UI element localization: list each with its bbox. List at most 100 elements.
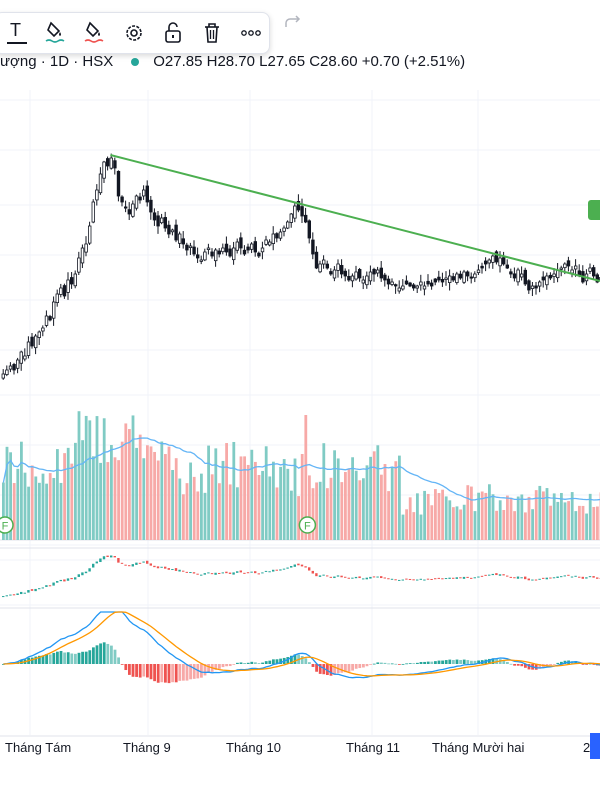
mini-candle (401, 579, 404, 581)
volume-bar (308, 475, 311, 540)
candle-body (116, 170, 121, 197)
mini-candle (106, 555, 109, 558)
macd-histogram-bar (239, 662, 243, 664)
mini-candle (520, 577, 523, 579)
candle-body (332, 269, 337, 279)
candle-body (458, 273, 463, 279)
volume-bar (488, 484, 491, 540)
macd-histogram-bar (160, 664, 164, 683)
macd-histogram-bar (437, 660, 441, 664)
mini-candle (390, 578, 394, 580)
candle-body (437, 276, 441, 281)
trash-icon[interactable] (193, 17, 230, 49)
macd-histogram-bar (56, 651, 59, 664)
mini-candle (336, 575, 340, 577)
fill-color-icon[interactable] (38, 17, 75, 49)
more-icon[interactable] (232, 17, 269, 49)
unlock-icon[interactable] (154, 17, 191, 49)
mini-candle (117, 558, 120, 563)
macd-histogram-bar (556, 662, 560, 664)
macd-histogram-bar (135, 664, 138, 677)
macd-histogram-bar (257, 663, 261, 664)
macd-histogram-bar (84, 651, 88, 664)
macd-histogram-bar (473, 660, 477, 664)
mini-candle (405, 578, 408, 580)
event-marker-label: F (304, 521, 311, 533)
macd-histogram-bar (333, 664, 336, 675)
candle-body (271, 233, 275, 244)
mini-candle (16, 593, 19, 595)
mini-candle (138, 562, 142, 564)
mini-candle (556, 576, 559, 578)
volume-bar (160, 441, 164, 540)
macd-histogram-bar (293, 654, 297, 664)
volume-bar (333, 450, 336, 540)
mini-candle (261, 572, 264, 574)
candle-body (570, 269, 574, 274)
candle-body (419, 281, 423, 286)
volume-ma-line (2, 437, 600, 501)
mini-candle (81, 572, 84, 576)
mini-candle (502, 574, 505, 576)
settings-icon[interactable] (116, 17, 153, 49)
candle-body (300, 206, 304, 217)
candle-body (77, 257, 81, 273)
volume-bar (102, 418, 106, 540)
volume-bar (257, 475, 261, 540)
candle-body (314, 251, 319, 269)
mini-candle (120, 562, 124, 564)
macd-histogram-bar (426, 661, 430, 664)
volume-bar (304, 415, 308, 540)
volume-bar (236, 487, 239, 540)
candle-body (12, 364, 16, 371)
mini-candle (516, 576, 520, 579)
mini-candle (297, 563, 300, 566)
macd-histogram-bar (506, 661, 509, 664)
volume-bar (99, 462, 102, 540)
macd-histogram-bar (178, 664, 182, 681)
mini-candle (466, 576, 469, 578)
mini-candle (30, 589, 34, 591)
mini-candle (275, 569, 278, 571)
candle-body (134, 195, 139, 209)
volume-bar (574, 511, 578, 540)
macd-histogram-bar (203, 664, 207, 676)
macd-histogram-bar (416, 662, 419, 664)
candle-body (480, 265, 484, 269)
macd-histogram-bar (77, 652, 81, 664)
macd-histogram-bar (466, 660, 470, 664)
candle-body (415, 285, 419, 289)
candle-body (545, 275, 549, 286)
macd-histogram-bar (207, 664, 210, 673)
volume-bar (149, 446, 153, 540)
macd-histogram-bar (462, 659, 466, 664)
macd-histogram-bar (477, 660, 480, 664)
volume-bar (128, 429, 131, 540)
volume-bar (246, 464, 250, 540)
mini-candle (430, 578, 433, 580)
macd-histogram-bar (311, 664, 315, 667)
mini-candle (20, 591, 23, 595)
volume-bar (185, 483, 189, 540)
volume-bar (268, 476, 272, 540)
macd-histogram-bar (261, 662, 264, 664)
candle-body (325, 263, 329, 269)
candle-body (559, 267, 563, 270)
mini-candle (340, 575, 343, 578)
candle-body (343, 270, 347, 277)
mini-candle (178, 569, 181, 572)
line-color-icon[interactable] (77, 17, 114, 49)
macd-histogram-bar (347, 664, 351, 672)
macd-histogram-bar (300, 656, 304, 664)
macd-histogram-bar (142, 664, 146, 677)
macd-histogram-bar (34, 656, 38, 664)
volume-bar (70, 463, 74, 540)
mini-candle (131, 564, 134, 567)
redo-icon[interactable] (283, 14, 303, 35)
mini-candle (9, 594, 12, 596)
mini-candle (210, 573, 214, 575)
candle-body (217, 250, 221, 255)
text-tool-icon[interactable]: T (0, 17, 36, 49)
candle-body (213, 249, 218, 262)
